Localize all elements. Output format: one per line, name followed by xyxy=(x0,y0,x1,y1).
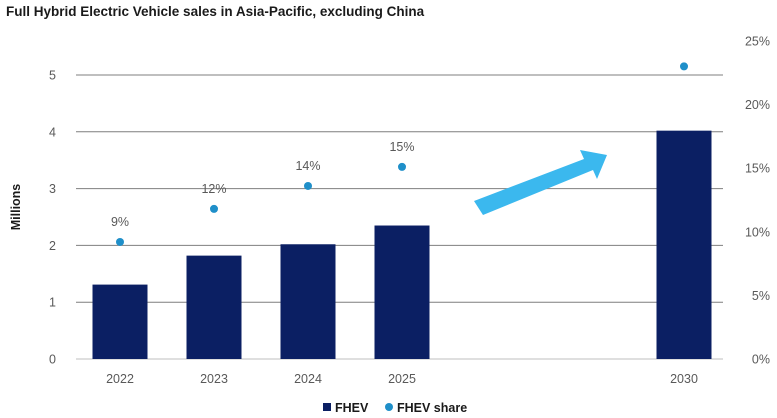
bar-2024 xyxy=(280,244,336,359)
y-tick-left: 5 xyxy=(49,69,56,83)
fhev-share-points xyxy=(116,62,688,246)
y-tick-left: 2 xyxy=(49,239,56,253)
y-tick-left: 3 xyxy=(49,182,56,196)
y-tick-right: 15% xyxy=(745,162,770,176)
bar-2025 xyxy=(374,225,430,359)
y-tick-left: 4 xyxy=(49,125,56,139)
share-point-2022 xyxy=(116,237,124,246)
share-point-2025 xyxy=(398,162,406,171)
y-tick-right: 10% xyxy=(745,225,770,239)
share-point-2024 xyxy=(304,181,312,190)
y-axis-label: Millions xyxy=(9,184,23,231)
growth-arrow xyxy=(474,150,607,215)
x-tick-2030: 2030 xyxy=(670,372,698,386)
y-tick-right: 20% xyxy=(745,98,770,112)
y-tick-left: 1 xyxy=(49,296,56,310)
share-label-2024: 14% xyxy=(295,159,320,173)
x-tick-2023: 2023 xyxy=(200,372,228,386)
y-tick-right: 25% xyxy=(745,34,770,48)
y-axis-left-ticks: 0 1 2 3 4 5 xyxy=(49,69,56,367)
share-label-2025: 15% xyxy=(389,140,414,154)
chart-title: Full Hybrid Electric Vehicle sales in As… xyxy=(6,4,425,19)
x-tick-2024: 2024 xyxy=(294,372,322,386)
share-label-2023: 12% xyxy=(201,182,226,196)
growth-arrow-shape xyxy=(474,150,607,215)
legend-swatch-fhev xyxy=(323,403,331,411)
legend-label-fhev-share: FHEV share xyxy=(397,401,467,415)
bar-2030 xyxy=(656,130,712,359)
y-tick-right: 0% xyxy=(752,353,770,367)
legend: FHEV FHEV share xyxy=(323,401,467,415)
share-point-2030 xyxy=(680,62,688,71)
bar-2023 xyxy=(186,255,242,359)
x-tick-2025: 2025 xyxy=(388,372,416,386)
bar-2022 xyxy=(92,284,148,359)
y-axis-right-ticks: 0% 5% 10% 15% 20% 25% xyxy=(745,34,770,366)
fhev-bars xyxy=(92,130,712,359)
share-label-2022: 9% xyxy=(111,215,129,229)
y-tick-left: 0 xyxy=(49,353,56,367)
legend-label-fhev: FHEV xyxy=(335,401,369,415)
share-point-2023 xyxy=(210,204,218,213)
legend-swatch-fhev-share xyxy=(385,403,393,411)
y-tick-right: 5% xyxy=(752,289,770,303)
x-axis-ticks: 2022 2023 2024 2025 2030 xyxy=(106,372,698,386)
x-tick-2022: 2022 xyxy=(106,372,134,386)
fhev-share-labels: 9% 12% 14% 15% xyxy=(111,140,415,229)
